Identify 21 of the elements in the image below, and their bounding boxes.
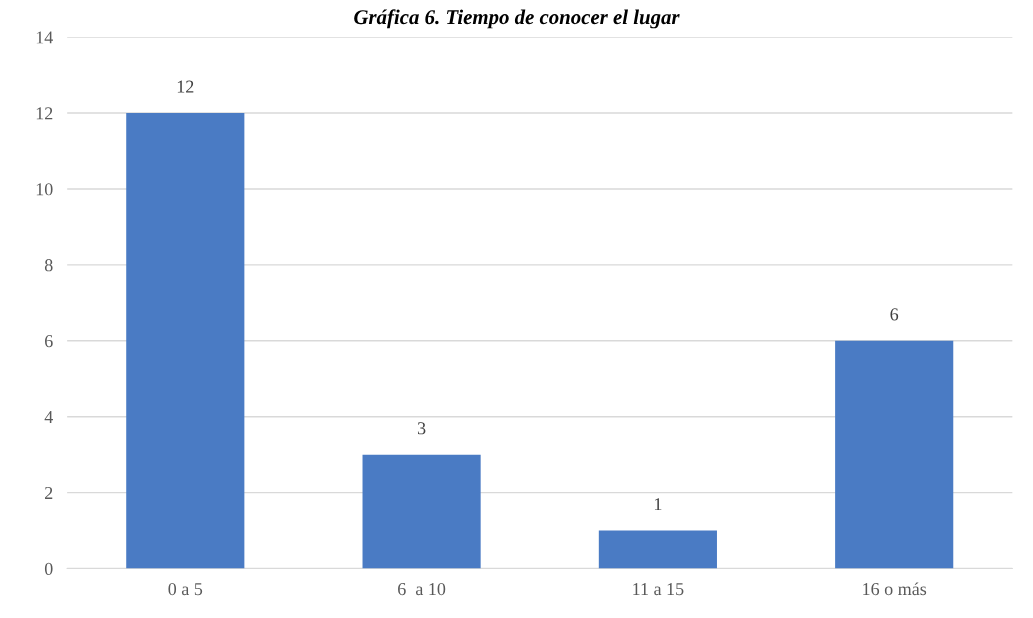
y-tick-label: 8 bbox=[44, 259, 53, 272]
bar bbox=[835, 340, 954, 569]
data-label: 12 bbox=[177, 80, 194, 93]
x-tick-label: 6 a 10 bbox=[398, 582, 446, 596]
y-tick-label: 2 bbox=[45, 486, 53, 499]
y-tick-label: 4 bbox=[44, 411, 53, 423]
y-tick-label: 12 bbox=[36, 107, 53, 120]
x-tick-label: 16 o más bbox=[863, 582, 927, 596]
y-tick-label: 10 bbox=[36, 183, 53, 196]
y-tick-label: 14 bbox=[36, 31, 53, 44]
chart-title: Gráfica 6. Tiempo de conocer el lugar bbox=[354, 9, 680, 29]
y-tick-label: 0 bbox=[44, 562, 53, 575]
bar bbox=[598, 530, 717, 569]
x-tick-label: 11 a 15 bbox=[633, 583, 684, 596]
data-label: 3 bbox=[417, 422, 426, 435]
data-label: 6 bbox=[890, 308, 899, 321]
y-tick-label: 6 bbox=[45, 335, 53, 348]
x-tick-label: 0 a 5 bbox=[168, 582, 203, 596]
bar bbox=[126, 113, 245, 569]
data-label: 1 bbox=[654, 498, 662, 511]
bar bbox=[362, 454, 481, 569]
